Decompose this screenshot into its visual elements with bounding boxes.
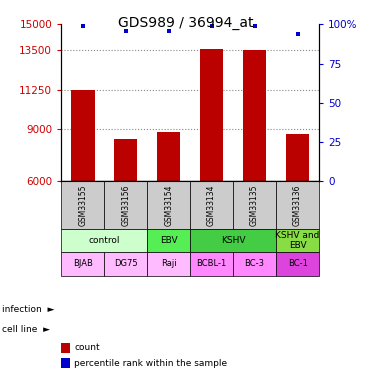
Text: KSHV: KSHV [221,236,245,245]
Point [123,28,129,34]
Point [295,31,301,37]
Bar [61,229,147,252]
Bar [114,139,138,181]
Bar [276,181,319,229]
Point [80,23,86,29]
Bar [71,90,95,181]
Text: BC-1: BC-1 [288,260,308,268]
Text: GSM33155: GSM33155 [78,184,87,226]
Text: GSM33136: GSM33136 [293,184,302,226]
Point [166,28,172,34]
Bar [147,252,190,276]
Bar [276,229,319,252]
Bar [276,252,319,276]
Bar [157,132,180,181]
Bar [61,181,104,229]
Bar [147,181,190,229]
Text: cell line  ►: cell line ► [2,326,50,334]
Point [252,23,257,29]
Text: DG75: DG75 [114,260,138,268]
Text: GSM33154: GSM33154 [164,184,173,226]
Text: EBV: EBV [160,236,177,245]
Point [209,23,214,29]
Text: GDS989 / 36994_at: GDS989 / 36994_at [118,16,253,30]
Bar [190,181,233,229]
Text: BCBL-1: BCBL-1 [197,260,227,268]
Text: Raji: Raji [161,260,177,268]
Text: control: control [88,236,120,245]
Text: infection  ►: infection ► [2,305,54,314]
Bar [104,252,147,276]
Bar [147,229,190,252]
Bar [104,181,147,229]
Bar [190,252,233,276]
Text: BC-3: BC-3 [244,260,265,268]
Bar [233,252,276,276]
Text: BJAB: BJAB [73,260,93,268]
Text: GSM33156: GSM33156 [121,184,130,226]
Bar [61,252,104,276]
Bar [200,49,223,181]
Text: GSM33134: GSM33134 [207,184,216,226]
Text: count: count [74,344,100,352]
Bar [286,134,309,181]
Bar [190,229,276,252]
Bar [243,51,266,181]
Bar [233,181,276,229]
Text: GSM33135: GSM33135 [250,184,259,226]
Text: KSHV and
EBV: KSHV and EBV [275,231,320,250]
Text: percentile rank within the sample: percentile rank within the sample [74,358,227,368]
